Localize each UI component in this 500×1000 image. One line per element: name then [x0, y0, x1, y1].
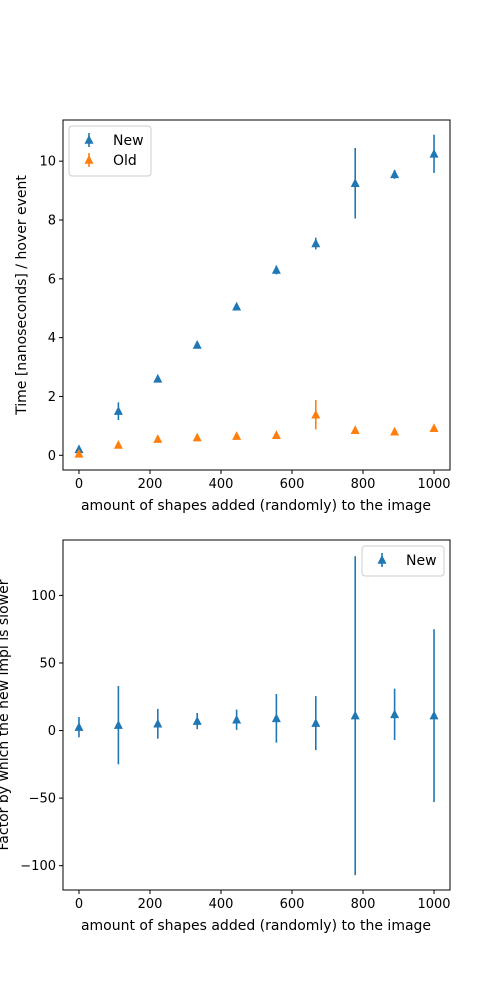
data-point — [311, 238, 321, 248]
plot-area-top — [63, 120, 450, 470]
data-point — [350, 178, 360, 187]
y-tick-label: 50 — [39, 656, 56, 671]
data-point — [271, 265, 281, 274]
x-tick-label: 600 — [280, 477, 305, 492]
data-point — [429, 423, 439, 432]
data-point — [192, 340, 202, 349]
data-point — [350, 710, 360, 720]
data-point — [74, 448, 84, 458]
slowdown-chart-ticks: 0 200 400 600 800 1000 −100 −50 0 50 100 — [20, 589, 450, 912]
data-point — [429, 148, 439, 158]
data-point — [113, 406, 123, 415]
x-axis-label-bottom: amount of shapes added (randomly) to the… — [81, 918, 431, 934]
x-tick-label: 800 — [351, 897, 376, 912]
x-tick-label: 800 — [351, 477, 376, 492]
y-tick-label: 10 — [39, 155, 56, 170]
x-tick-label: 600 — [280, 897, 305, 912]
timing-chart-legend: New Old — [68, 125, 152, 177]
legend-marker — [84, 135, 94, 144]
x-tick-label: 400 — [209, 477, 234, 492]
slowdown-chart-legend: New — [361, 545, 445, 577]
data-point — [390, 169, 400, 179]
y-axis-label-top: Time [nanoseconds] / hover event — [14, 175, 30, 416]
legend-label: New — [406, 553, 437, 569]
data-point — [390, 709, 400, 719]
data-point — [232, 714, 242, 724]
data-point — [232, 301, 242, 311]
y-tick-label: 2 — [48, 390, 56, 405]
legend-marker — [84, 155, 94, 164]
x-tick-label: 1000 — [417, 897, 450, 912]
data-point — [153, 373, 163, 383]
timing-chart: 0 200 400 600 800 1000 0 2 4 6 8 10 amount of shape… — [14, 119, 451, 514]
data-point — [311, 409, 321, 419]
data-point — [192, 432, 202, 442]
plot-area-bottom — [63, 540, 450, 890]
y-tick-label: 8 — [48, 214, 56, 229]
legend-label: New — [113, 133, 144, 149]
x-axis-label-top: amount of shapes added (randomly) to the… — [81, 498, 431, 514]
data-point — [113, 720, 123, 729]
x-tick-label: 0 — [75, 897, 83, 912]
plot-frame-top — [62, 119, 451, 471]
legend-marker — [377, 555, 387, 564]
data-point — [153, 718, 163, 728]
data-point — [390, 426, 400, 436]
data-point — [350, 425, 360, 435]
y-tick-label: −50 — [29, 792, 56, 807]
data-point — [74, 444, 84, 454]
y-axis-label-bottom: Factor by which the new impl is slower — [0, 579, 12, 850]
x-tick-label: 200 — [138, 897, 163, 912]
data-point — [113, 440, 123, 449]
data-point — [311, 718, 321, 727]
slowdown-chart: 0 200 400 600 800 1000 −100 −50 0 50 100 amount of… — [0, 539, 451, 934]
timing-chart-ticks: 0 200 400 600 800 1000 0 2 4 6 8 10 — [39, 155, 450, 492]
x-tick-label: 200 — [138, 477, 163, 492]
legend-label: Old — [113, 153, 137, 169]
x-tick-label: 0 — [75, 477, 83, 492]
data-point — [192, 716, 202, 725]
plot-frame-bottom — [62, 539, 451, 891]
timing-chart-marks — [74, 134, 439, 458]
y-tick-label: 100 — [31, 589, 56, 604]
data-point — [74, 722, 84, 731]
data-point — [429, 710, 439, 720]
slowdown-chart-marks — [74, 556, 439, 876]
y-tick-label: 4 — [48, 331, 56, 346]
x-tick-label: 400 — [209, 897, 234, 912]
y-tick-label: 0 — [48, 449, 56, 464]
data-point — [232, 431, 242, 440]
y-tick-label: 0 — [48, 724, 56, 739]
data-point — [271, 430, 281, 440]
data-point — [271, 713, 281, 723]
data-point — [153, 434, 163, 443]
y-tick-label: −100 — [20, 859, 56, 874]
x-tick-label: 1000 — [417, 477, 450, 492]
y-tick-label: 6 — [48, 272, 56, 287]
